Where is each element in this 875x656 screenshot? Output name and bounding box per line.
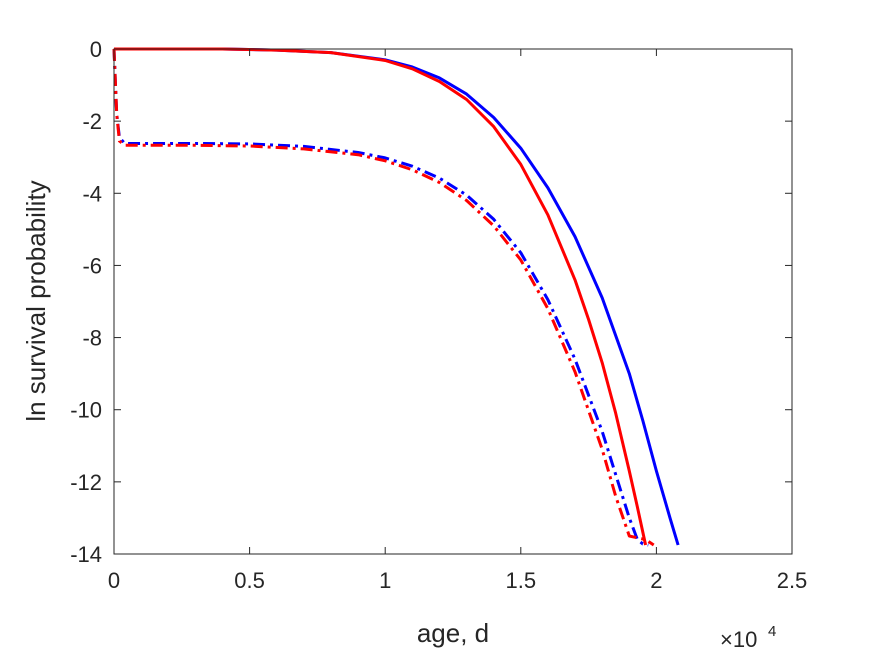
x-tick-label: 2 bbox=[650, 568, 662, 593]
y-tick-label: -4 bbox=[82, 181, 102, 206]
y-tick-label: -14 bbox=[70, 542, 102, 567]
tick-layer: 0 0.5 1 1.5 2 2.5 0 -2 -4 -6 -8 -10 -12 -14 bbox=[70, 37, 807, 593]
series-layer bbox=[112, 47, 680, 547]
series-line-4 bbox=[112, 48, 655, 547]
y-tick-label: -8 bbox=[82, 326, 102, 351]
x-tick-label: 1 bbox=[379, 568, 391, 593]
x-axis-label: age, d bbox=[417, 618, 489, 648]
y-tick-label: 0 bbox=[90, 37, 102, 62]
y-axis-label: ln survival probability bbox=[21, 180, 51, 421]
plot-area-background bbox=[114, 49, 792, 554]
plot-area-frame bbox=[113, 48, 793, 555]
y-tick-label: -6 bbox=[82, 253, 102, 278]
x-tick-label: 1.5 bbox=[506, 568, 537, 593]
series-line-2 bbox=[114, 47, 648, 546]
y-tick-label: -12 bbox=[70, 470, 102, 495]
x-axis-exponent-power: 4 bbox=[768, 623, 776, 640]
y-tick-label: -10 bbox=[70, 398, 102, 423]
x-tick-label: 0 bbox=[108, 568, 120, 593]
x-tick-label: 2.5 bbox=[777, 568, 808, 593]
series-line-3 bbox=[112, 48, 649, 547]
y-tick-label: -2 bbox=[82, 109, 102, 134]
x-tick-label: 0.5 bbox=[234, 568, 265, 593]
x-axis-exponent-base: ×10 bbox=[720, 627, 757, 652]
